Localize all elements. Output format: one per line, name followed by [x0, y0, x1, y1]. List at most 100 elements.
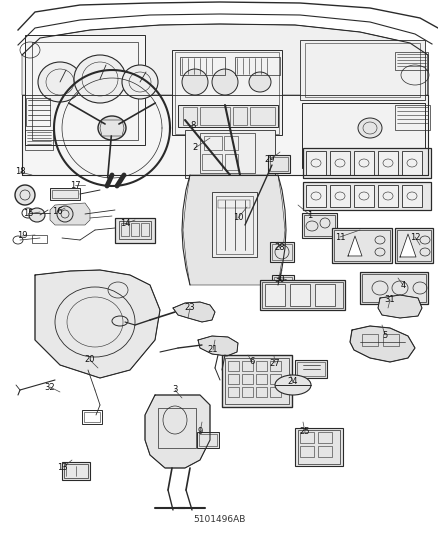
Text: 21: 21 [208, 345, 218, 354]
Text: 5101496AB: 5101496AB [193, 515, 245, 524]
Text: 13: 13 [57, 464, 67, 472]
Bar [197, 432, 219, 448]
Bar [272, 275, 294, 293]
Bar [303, 182, 431, 210]
Text: 25: 25 [300, 427, 310, 437]
Bar [397, 230, 431, 261]
Text: 6: 6 [249, 358, 254, 367]
Bar [302, 213, 337, 238]
Bar [131, 223, 139, 236]
Bar [262, 282, 343, 308]
Bar [295, 360, 327, 378]
Bar [300, 432, 314, 443]
Ellipse shape [74, 55, 126, 103]
Text: 12: 12 [410, 232, 420, 241]
Bar [395, 52, 428, 70]
Bar [50, 188, 80, 200]
Bar [270, 242, 294, 262]
Bar [300, 40, 425, 100]
Text: 14: 14 [120, 220, 130, 229]
Bar [235, 57, 280, 75]
Ellipse shape [212, 69, 238, 95]
Bar [52, 190, 78, 198]
Bar [25, 130, 53, 150]
Ellipse shape [15, 185, 35, 205]
Bar [158, 408, 196, 448]
Bar [334, 230, 390, 261]
Bar [332, 228, 392, 263]
Bar [250, 107, 275, 125]
Bar [305, 43, 420, 97]
Polygon shape [198, 336, 238, 356]
Bar [274, 277, 292, 291]
Polygon shape [35, 270, 160, 378]
Bar [183, 107, 197, 125]
Bar [222, 355, 292, 407]
Text: 3: 3 [172, 385, 178, 394]
Bar [297, 362, 325, 376]
Text: 20: 20 [85, 356, 95, 365]
Polygon shape [173, 302, 215, 322]
Bar [383, 334, 399, 346]
Ellipse shape [275, 375, 311, 395]
Ellipse shape [29, 208, 45, 222]
Bar [270, 374, 281, 384]
Bar [225, 358, 289, 404]
Bar [318, 432, 332, 443]
Polygon shape [348, 236, 362, 256]
Bar [315, 284, 335, 306]
Bar [272, 244, 292, 260]
Text: 30: 30 [275, 276, 285, 285]
Bar [295, 428, 343, 466]
Polygon shape [400, 234, 416, 257]
Bar [265, 284, 285, 306]
Bar [303, 148, 431, 178]
Bar [270, 387, 281, 397]
Text: 11: 11 [335, 232, 345, 241]
Bar [218, 200, 250, 208]
Bar [402, 151, 422, 175]
Ellipse shape [358, 118, 382, 138]
Polygon shape [378, 295, 422, 318]
Bar [256, 387, 267, 397]
Bar [200, 107, 230, 125]
Bar [115, 218, 155, 243]
Text: 9: 9 [198, 427, 203, 437]
Bar [228, 387, 239, 397]
Text: 17: 17 [70, 181, 80, 190]
Bar [378, 185, 398, 207]
Bar [121, 223, 129, 236]
Text: 10: 10 [233, 214, 243, 222]
Bar [204, 136, 222, 150]
Bar [378, 151, 398, 175]
Bar [256, 361, 267, 371]
Bar [224, 136, 238, 150]
Bar [233, 107, 247, 125]
Bar [362, 334, 378, 346]
Bar [242, 361, 253, 371]
Text: 5: 5 [382, 330, 388, 340]
Polygon shape [350, 326, 415, 362]
Bar [242, 387, 253, 397]
Bar [290, 284, 310, 306]
Bar [64, 464, 88, 478]
Ellipse shape [38, 62, 82, 102]
Bar [172, 50, 282, 135]
Text: 32: 32 [45, 383, 55, 392]
Bar [330, 185, 350, 207]
Bar [175, 52, 279, 134]
Bar [306, 151, 326, 175]
Ellipse shape [98, 116, 126, 140]
Bar [354, 151, 374, 175]
Bar [395, 228, 433, 263]
Text: 16: 16 [52, 207, 62, 216]
Text: 8: 8 [191, 120, 196, 130]
Bar [268, 155, 290, 173]
Text: 24: 24 [288, 377, 298, 386]
Bar [32, 235, 47, 243]
Text: 27: 27 [270, 359, 280, 367]
Bar [178, 105, 278, 127]
Bar [62, 462, 90, 480]
Text: 18: 18 [15, 167, 25, 176]
Bar [260, 280, 345, 310]
